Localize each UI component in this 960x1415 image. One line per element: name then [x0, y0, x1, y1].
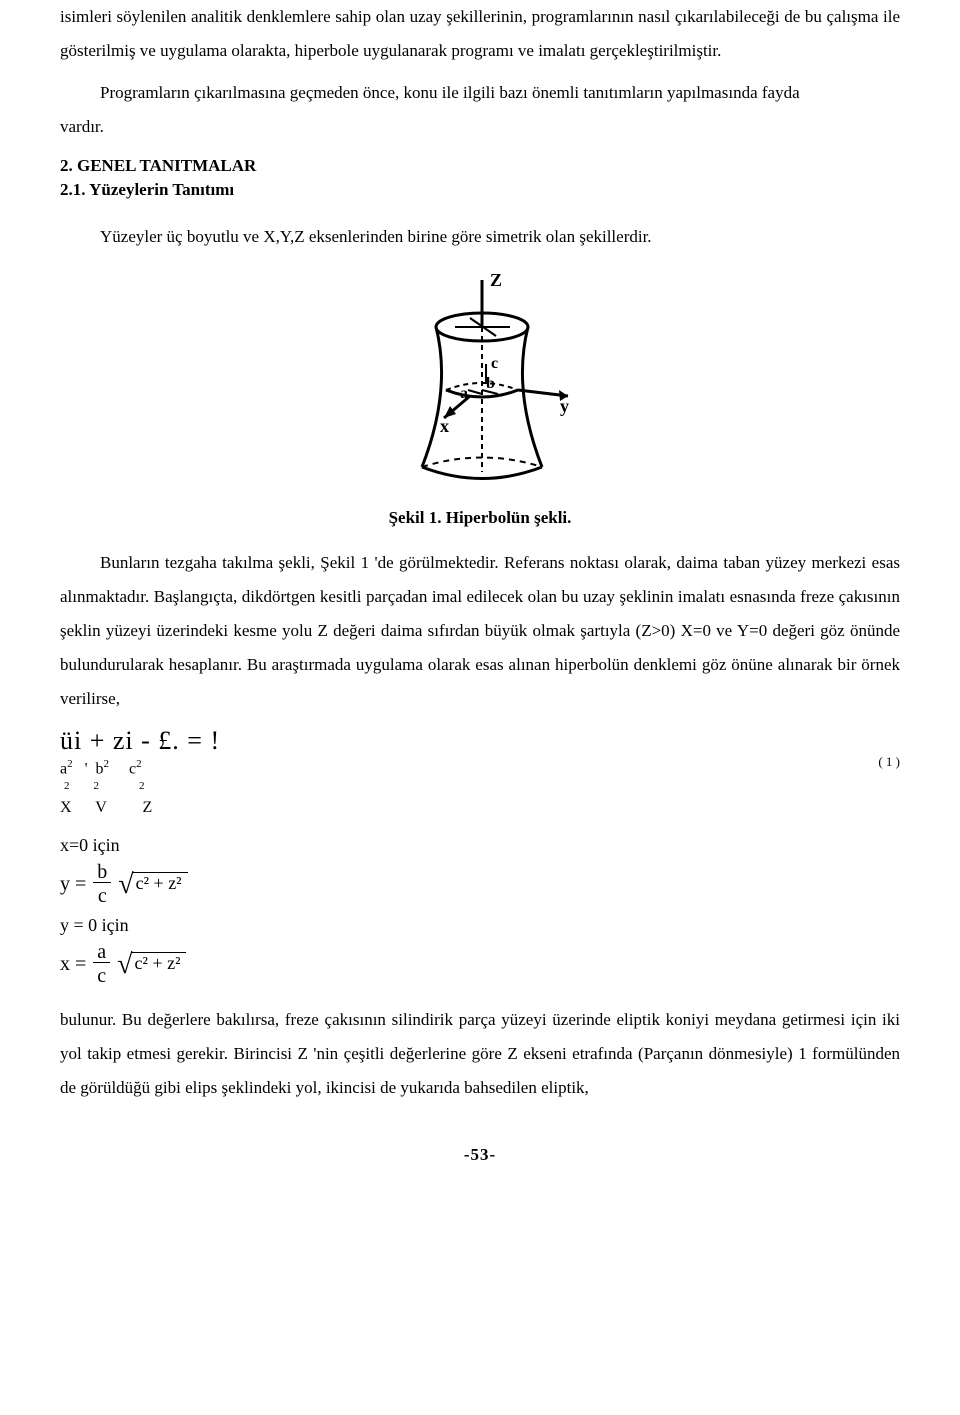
intro-paragraph-1: isimleri söylenilen analitik denklemlere… — [60, 0, 900, 68]
result-paragraph: bulunur. Bu değerlere bakılırsa, freze ç… — [60, 1003, 900, 1105]
eq1-b: b — [96, 760, 104, 777]
method-paragraph: Bunların tezgaha takılma şekli, Şekil 1 … — [60, 546, 900, 716]
condition-x-zero: x=0 için — [60, 835, 900, 856]
figure-1-caption: Şekil 1. Hiperbolün şekli. — [60, 508, 900, 528]
equation-1: üi + zi - £. = ! a2 ' b2 c2 2 2 2 X V Z … — [60, 726, 900, 817]
intro-paragraph-2a: Programların çıkarılmasına geçmeden önce… — [60, 76, 900, 110]
equation-y: y = b c √ c² + z² — [60, 862, 900, 909]
figure-1-hyperboloid: Z y x c a b Şekil 1. Hiperbolün şekli. — [60, 272, 900, 528]
intro-paragraph-2b: vardır. — [60, 110, 900, 144]
label-a: a — [460, 385, 468, 402]
axis-label-x: x — [440, 416, 449, 436]
section-heading-2: 2. GENEL TANITMALAR — [60, 156, 900, 176]
eq1-X: X — [60, 799, 72, 816]
equation-x: x = a c √ c² + z² — [60, 942, 900, 989]
page-number: -53- — [60, 1145, 900, 1165]
subsection-heading-2-1: 2.1. Yüzeylerin Tanıtımı — [60, 180, 900, 200]
eq1-V: V — [95, 799, 106, 816]
eq1-line1: üi + zi - £. = ! — [60, 726, 220, 755]
axis-label-y: y — [560, 396, 569, 416]
equation-1-number: ( 1 ) — [878, 754, 900, 770]
hyperboloid-diagram-svg: Z y x c a b — [360, 272, 600, 502]
surfaces-intro-paragraph: Yüzeyler üç boyutlu ve X,Y,Z eksenlerind… — [60, 220, 900, 254]
label-c: c — [491, 355, 498, 372]
axis-label-z: Z — [490, 272, 502, 290]
eq1-Z: Z — [143, 799, 153, 816]
condition-y-zero: y = 0 için — [60, 915, 900, 936]
label-b: b — [486, 375, 495, 392]
